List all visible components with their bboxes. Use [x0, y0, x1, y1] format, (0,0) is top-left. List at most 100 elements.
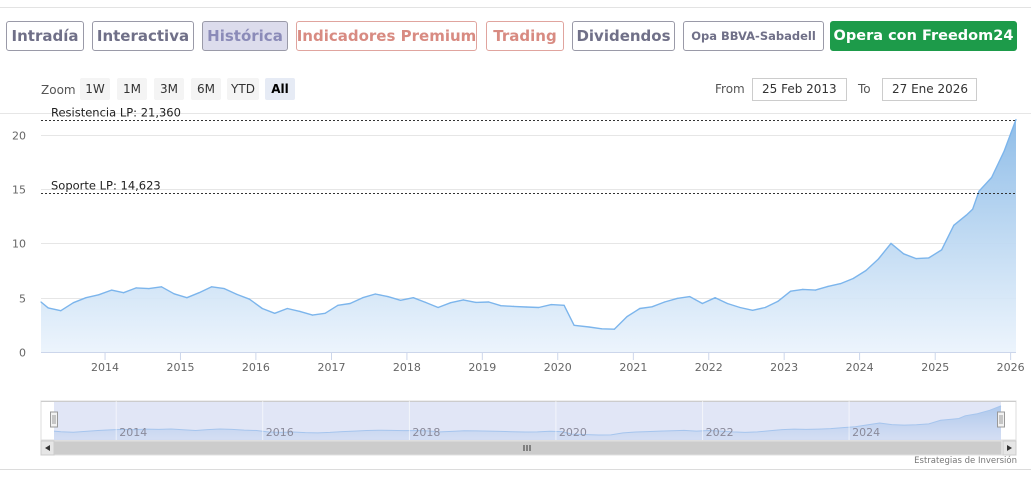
price-point [450, 302, 452, 304]
price-point [802, 288, 804, 290]
navigator-handle-right[interactable] [997, 411, 1005, 428]
price-point [248, 298, 251, 300]
price-point [437, 306, 439, 309]
price-point [639, 307, 641, 310]
zoom-1w-button[interactable]: 1W [80, 78, 110, 100]
price-point [941, 249, 943, 251]
price-point [349, 302, 351, 305]
price-point [626, 316, 628, 318]
zoom-ytd-button[interactable]: YTD [227, 78, 259, 100]
x-tick-label: 2021 [619, 361, 647, 374]
price-point [362, 297, 364, 299]
price-point [274, 312, 276, 314]
y-axis: 0 5 10 15 20 [12, 130, 26, 360]
price-point [135, 287, 137, 289]
navigator-area [54, 405, 1001, 440]
tab-intradia[interactable]: Intradía [6, 21, 84, 51]
zoom-6m-button[interactable]: 6M [191, 78, 221, 100]
price-point [752, 309, 754, 311]
price-point [525, 306, 527, 308]
price-point [40, 301, 42, 303]
navigator-handle-left[interactable] [50, 411, 58, 428]
price-point [852, 277, 854, 280]
price-point [953, 224, 955, 226]
price-point [198, 292, 200, 294]
price-point [601, 328, 603, 330]
top-divider [0, 7, 1031, 8]
y-tick-label: 15 [12, 184, 26, 197]
price-point [211, 286, 213, 288]
price-point [412, 297, 414, 299]
price-point [613, 328, 615, 330]
tab-historica[interactable]: Histórica [202, 21, 288, 51]
from-date-input[interactable]: 25 Feb 2013 [752, 78, 847, 101]
price-point [991, 176, 993, 179]
zoom-all-button[interactable]: All [265, 78, 295, 100]
navigator-tick-label: 2020 [559, 426, 587, 439]
y-tick-label: 20 [12, 130, 26, 143]
x-tick-label: 2014 [91, 361, 119, 374]
x-tick-label: 2016 [242, 361, 270, 374]
price-point [1015, 118, 1017, 121]
price-point [573, 324, 575, 326]
zoom-3m-button[interactable]: 3M [154, 78, 184, 100]
price-point [324, 312, 326, 314]
price-point [827, 285, 829, 287]
price-point [664, 301, 666, 303]
price-point [1003, 150, 1005, 152]
y-tick-label: 10 [12, 238, 26, 251]
scrollbar-thumb[interactable] [53, 441, 1002, 455]
price-point [236, 293, 238, 295]
x-tick-label: 2022 [695, 361, 723, 374]
price-point [85, 297, 87, 299]
price-point [462, 299, 464, 301]
scroll-right-button[interactable] [1002, 440, 1017, 456]
plot-line-label: Resistencia LP: 21,360 [51, 106, 181, 120]
bottom-divider [0, 469, 1031, 470]
price-point [173, 293, 175, 295]
price-point [865, 269, 867, 272]
arrow-left-icon [45, 445, 50, 451]
price-point [790, 290, 792, 292]
navigator-tick-label: 2016 [266, 426, 294, 439]
y-tick-label: 5 [19, 293, 26, 306]
price-line [40, 119, 1017, 330]
price-point [890, 242, 892, 244]
credit-text: Estrategias de Inversión [914, 456, 1017, 466]
price-point [965, 214, 968, 216]
tab-trading[interactable]: Trading [486, 21, 564, 51]
x-tick-label: 2024 [846, 361, 874, 374]
scroll-left-button[interactable] [40, 440, 55, 456]
price-area [41, 119, 1016, 352]
to-date-input[interactable]: 27 Ene 2026 [882, 78, 977, 101]
price-point [538, 306, 540, 309]
tab-indicadores-premium[interactable]: Indicadores Premium [296, 21, 477, 51]
price-point [978, 190, 980, 192]
x-tick-label: 2018 [393, 361, 421, 374]
price-point [261, 307, 263, 310]
navigator[interactable]: 2014 2016 2018 2020 2022 2024 [40, 400, 1017, 456]
support-resistance-lines: Resistencia LP: 21,360 Soporte LP: 14,623 [41, 106, 1016, 194]
zoom-label: Zoom [41, 83, 76, 97]
price-point [701, 302, 704, 305]
arrow-right-icon [1007, 445, 1012, 451]
x-tick-label: 2019 [468, 361, 496, 374]
tab-opa-bbva-sabadell[interactable]: Opa BBVA-Sabadell [683, 21, 824, 51]
price-point [588, 326, 590, 328]
scrollbar-track[interactable] [40, 440, 1017, 456]
tab-dividendos[interactable]: Dividendos [572, 21, 675, 51]
opera-freedom24-button[interactable]: Opera con Freedom24 [830, 21, 1017, 51]
navigator-tick-label: 2018 [412, 426, 440, 439]
price-point [98, 294, 100, 296]
grid-lines [0, 113, 1031, 353]
zoom-1m-button[interactable]: 1M [117, 78, 147, 100]
price-point [399, 299, 402, 301]
price-point [47, 307, 49, 309]
tab-interactiva[interactable]: Interactiva [92, 21, 194, 51]
navigator-selection-mask [54, 401, 1001, 440]
price-point [123, 292, 125, 294]
price-point [186, 297, 188, 299]
navigator-tick-label: 2024 [852, 426, 880, 439]
price-point [160, 286, 163, 288]
